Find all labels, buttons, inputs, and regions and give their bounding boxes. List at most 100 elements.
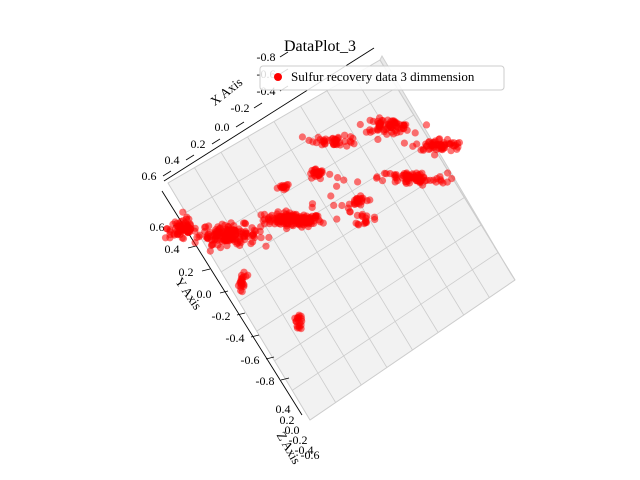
scatter-point <box>257 211 265 219</box>
x-tick-label: -0.8 <box>257 50 276 64</box>
scatter-point <box>241 220 250 228</box>
scatter-point <box>385 120 393 128</box>
scatter-point <box>175 228 183 236</box>
z-tick-label: -0.6 <box>301 448 320 462</box>
scatter-point <box>216 244 225 252</box>
scatter-point <box>338 201 346 210</box>
grid-line <box>493 246 499 253</box>
scatter-point <box>374 135 382 143</box>
y-tick-label: -0.2 <box>212 309 231 323</box>
scatter-point <box>327 192 335 200</box>
grid-line <box>443 163 448 171</box>
scatter-point <box>375 121 383 129</box>
scatter-point <box>389 130 398 138</box>
scatter-point <box>204 230 212 238</box>
scatter-point <box>289 222 297 230</box>
scatter-point <box>359 194 367 202</box>
scatter-point <box>437 176 445 184</box>
scatter-point <box>179 208 187 216</box>
z-tick-label: 0.0 <box>285 423 300 437</box>
scatter-point <box>443 178 451 186</box>
scatter-point <box>262 242 270 250</box>
grid-line <box>309 279 516 421</box>
y-tick-mark <box>219 290 229 294</box>
scatter-point <box>237 238 245 246</box>
scatter-point <box>333 215 341 223</box>
grid-line <box>476 218 482 226</box>
scatter-point <box>341 131 349 139</box>
scatter-point <box>295 219 303 227</box>
grid-line <box>460 191 465 198</box>
scatter-point <box>293 314 302 322</box>
scatter-point <box>380 128 388 136</box>
scatter-point <box>393 177 402 185</box>
z-tick-label: -0.4 <box>295 443 314 457</box>
scatter-point <box>326 170 334 178</box>
scatter-point <box>239 229 247 237</box>
scatter-point <box>422 121 431 129</box>
scatter-point <box>350 198 358 206</box>
grid-line <box>238 169 448 302</box>
grid-line <box>409 108 415 116</box>
scatter-point <box>316 218 324 226</box>
y-tick-label: 0.4 <box>165 242 180 256</box>
y-tick-label: 0.6 <box>150 220 165 234</box>
grid-line <box>256 197 465 332</box>
x-tick-label: 0.0 <box>215 120 230 134</box>
scatter-point <box>223 242 231 250</box>
scatter-point <box>346 208 354 216</box>
scatter-point <box>402 179 410 187</box>
scatter-point <box>400 139 408 147</box>
scatter-point <box>310 166 318 174</box>
scatter-point <box>370 213 379 221</box>
grid-line <box>326 90 465 316</box>
scatter-point <box>354 178 362 186</box>
scatter-point <box>409 142 417 150</box>
z-tick-label: -0.2 <box>289 433 308 447</box>
scatter-points <box>161 114 463 333</box>
scatter-point <box>269 214 278 222</box>
x-tick-mark <box>235 121 245 128</box>
scatter-point <box>298 133 306 141</box>
legend-box <box>259 65 505 91</box>
scatter-point <box>308 215 316 223</box>
scatter-point <box>435 141 443 150</box>
scatter-point <box>249 231 257 239</box>
legend: Sulfur recovery data 3 dimmension <box>259 65 505 91</box>
scatter-point <box>196 231 204 239</box>
scatter-point <box>354 220 362 228</box>
scatter-point <box>431 151 439 159</box>
scatter-point <box>349 134 357 142</box>
x-tick-label: 0.2 <box>191 137 206 151</box>
scatter-point <box>444 169 452 177</box>
x-tick-label: 0.6 <box>142 169 157 183</box>
tick-labels: -0.8-0.6-0.4-0.20.00.20.40.60.60.40.20.0… <box>142 50 320 462</box>
z-tick-label: 0.4 <box>276 402 291 416</box>
scatter-point <box>227 228 235 236</box>
scatter-point <box>218 220 226 228</box>
scatter-point <box>369 127 377 135</box>
scatter-point <box>237 283 245 291</box>
y-tick-mark <box>201 268 211 272</box>
grid-line <box>274 224 482 362</box>
scatter-point <box>191 239 199 247</box>
scatter-point <box>222 236 230 244</box>
y-tick-mark <box>236 312 246 316</box>
scatter-point <box>330 201 338 209</box>
scatter-point <box>184 228 192 236</box>
grid-line <box>292 252 499 391</box>
scatter-point <box>213 232 221 240</box>
x-tick-label: -0.2 <box>231 101 250 115</box>
scatter-point <box>274 208 282 216</box>
scatter-point <box>257 234 265 242</box>
scatter-point <box>334 174 342 182</box>
y-tick-mark <box>265 356 275 360</box>
scatter-point <box>209 241 217 249</box>
y-tick-label: 0.2 <box>179 265 194 279</box>
scatter-point <box>447 139 455 147</box>
scatter-point <box>356 120 364 129</box>
x-tick-mark <box>211 138 221 145</box>
scatter-point <box>318 137 327 146</box>
scatter-point <box>202 223 210 231</box>
